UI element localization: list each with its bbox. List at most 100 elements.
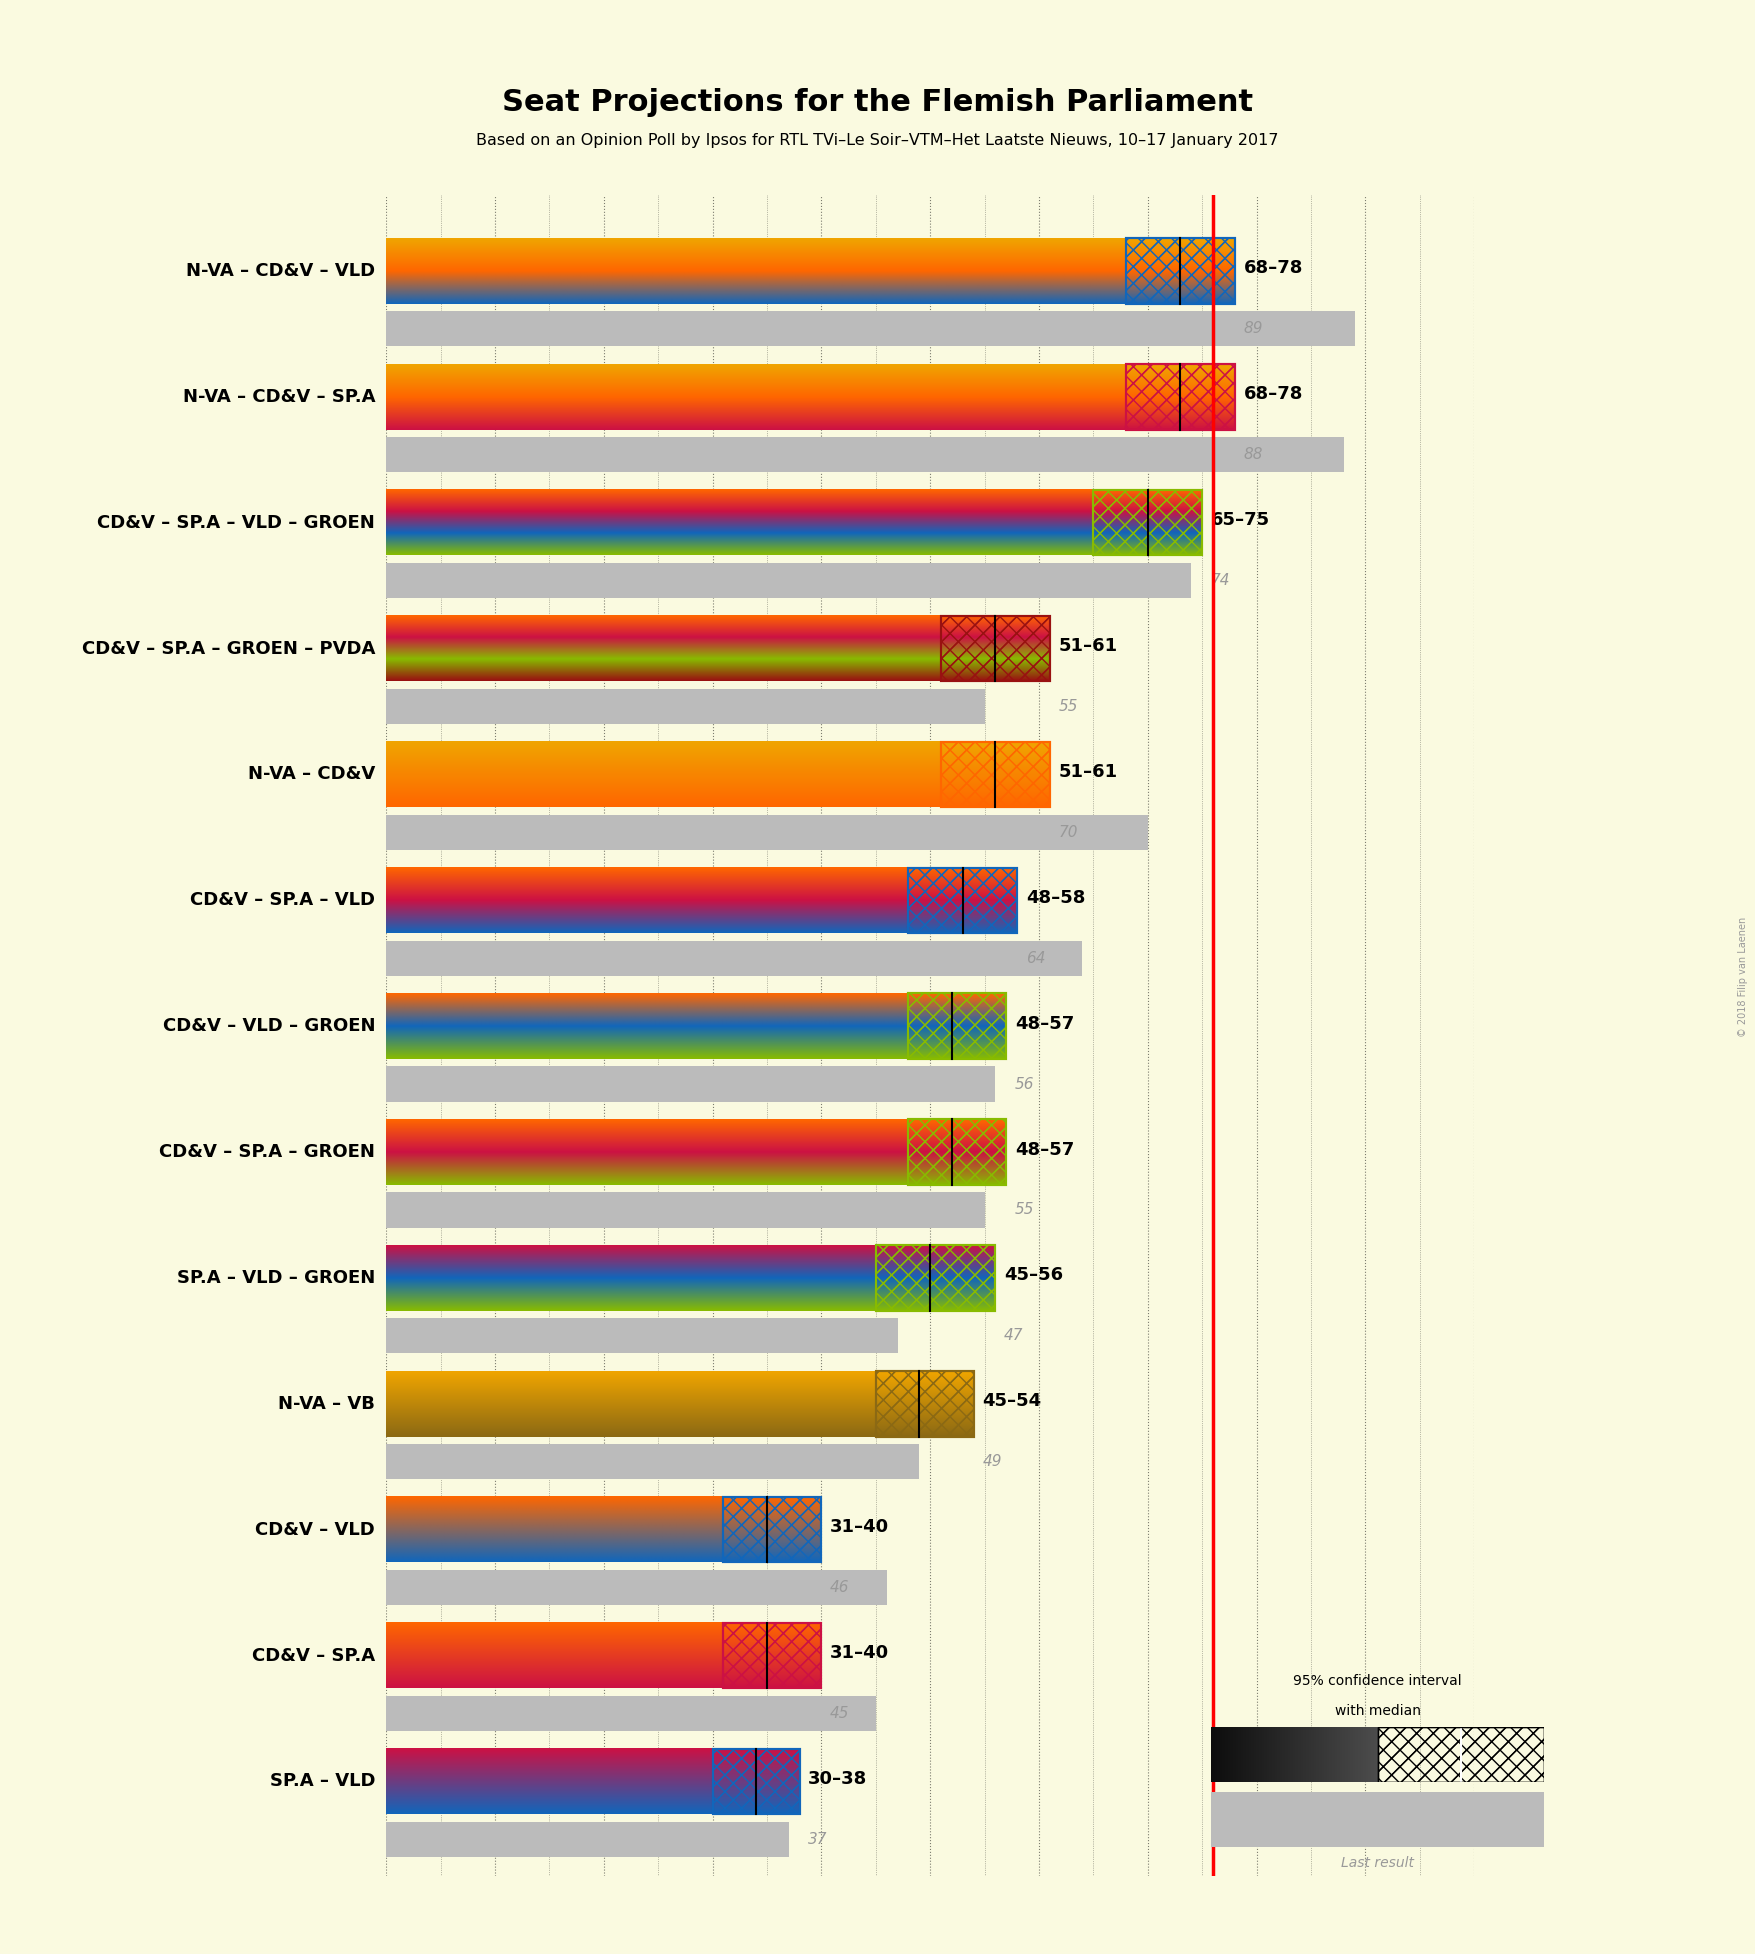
Text: 95% confidence interval: 95% confidence interval: [1293, 1675, 1462, 1688]
Bar: [713, 1749, 800, 1813]
Text: 70: 70: [1058, 825, 1078, 840]
Bar: [386, 1444, 920, 1479]
Bar: [386, 311, 1355, 346]
Text: 45–54: 45–54: [983, 1393, 1041, 1411]
Text: 46: 46: [830, 1581, 849, 1594]
Text: Last result: Last result: [1341, 1856, 1415, 1870]
Bar: [876, 1372, 974, 1436]
Bar: [909, 1120, 1006, 1184]
Bar: [723, 1624, 821, 1688]
Text: CD&V – SP.A – VLD – GROEN: CD&V – SP.A – VLD – GROEN: [98, 514, 376, 531]
Bar: [941, 616, 1049, 682]
Text: 55: 55: [1058, 700, 1078, 713]
Bar: [909, 993, 1006, 1059]
Bar: [386, 1067, 995, 1102]
Text: 48–57: 48–57: [1014, 1014, 1074, 1032]
Text: 37: 37: [809, 1831, 828, 1847]
Bar: [1378, 1727, 1544, 1782]
Bar: [876, 1245, 995, 1311]
Bar: [941, 743, 1049, 807]
Bar: [723, 1497, 821, 1563]
Text: 48–58: 48–58: [1027, 889, 1085, 907]
Bar: [386, 438, 1344, 473]
Bar: [386, 1319, 897, 1354]
Bar: [1378, 1727, 1544, 1782]
Bar: [386, 1821, 788, 1856]
Text: 49: 49: [983, 1454, 1002, 1469]
Text: CD&V – SP.A: CD&V – SP.A: [253, 1647, 376, 1665]
Text: 31–40: 31–40: [830, 1643, 890, 1663]
Bar: [386, 1696, 876, 1731]
Text: Based on an Opinion Poll by Ipsos for RTL TVi–Le Soir–VTM–Het Laatste Nieuws, 10: Based on an Opinion Poll by Ipsos for RT…: [476, 133, 1279, 149]
Bar: [909, 993, 1006, 1059]
Text: CD&V – SP.A – GROEN – PVDA: CD&V – SP.A – GROEN – PVDA: [82, 639, 376, 658]
Text: N-VA – CD&V – SP.A: N-VA – CD&V – SP.A: [183, 387, 376, 406]
Text: SP.A – VLD – GROEN: SP.A – VLD – GROEN: [177, 1268, 376, 1288]
Text: 56: 56: [1014, 1077, 1034, 1092]
Bar: [1127, 363, 1236, 430]
Text: 45–56: 45–56: [1004, 1266, 1064, 1284]
Bar: [909, 868, 1018, 932]
Text: 74: 74: [1211, 573, 1230, 588]
Text: 47: 47: [1004, 1329, 1023, 1342]
Bar: [1127, 238, 1236, 303]
Text: 68–78: 68–78: [1244, 260, 1302, 277]
Bar: [909, 868, 1018, 932]
Text: CD&V – VLD: CD&V – VLD: [256, 1520, 376, 1538]
Text: Seat Projections for the Flemish Parliament: Seat Projections for the Flemish Parliam…: [502, 88, 1253, 117]
Bar: [386, 690, 985, 725]
Bar: [386, 1192, 985, 1227]
Bar: [723, 1624, 821, 1688]
Bar: [713, 1749, 800, 1813]
Text: 31–40: 31–40: [830, 1518, 890, 1536]
Bar: [876, 1372, 974, 1436]
Text: 30–38: 30–38: [809, 1770, 867, 1788]
Text: with median: with median: [1334, 1704, 1422, 1718]
Bar: [909, 993, 1006, 1059]
Bar: [386, 940, 1083, 975]
Bar: [1378, 1727, 1544, 1782]
Text: 55: 55: [1014, 1202, 1034, 1217]
Text: SP.A – VLD: SP.A – VLD: [270, 1772, 376, 1790]
Bar: [909, 868, 1018, 932]
Text: 68–78: 68–78: [1244, 385, 1302, 403]
Text: © 2018 Filip van Laenen: © 2018 Filip van Laenen: [1737, 916, 1748, 1038]
Bar: [941, 616, 1049, 682]
Bar: [1093, 490, 1202, 555]
Bar: [723, 1624, 821, 1688]
Text: 51–61: 51–61: [1058, 762, 1118, 782]
Bar: [876, 1245, 995, 1311]
Bar: [876, 1245, 995, 1311]
Bar: [1093, 490, 1202, 555]
Bar: [941, 743, 1049, 807]
Text: 51–61: 51–61: [1058, 637, 1118, 655]
Bar: [386, 815, 1148, 850]
Text: 64: 64: [1027, 952, 1046, 965]
Text: 88: 88: [1244, 447, 1264, 463]
Text: CD&V – SP.A – VLD: CD&V – SP.A – VLD: [190, 891, 376, 909]
Text: 48–57: 48–57: [1014, 1141, 1074, 1159]
Bar: [1127, 363, 1236, 430]
Bar: [1093, 490, 1202, 555]
Bar: [1127, 238, 1236, 303]
Bar: [1127, 238, 1236, 303]
Text: N-VA – CD&V – VLD: N-VA – CD&V – VLD: [186, 262, 376, 279]
Bar: [876, 1372, 974, 1436]
Text: 89: 89: [1244, 320, 1264, 336]
Text: CD&V – SP.A – GROEN: CD&V – SP.A – GROEN: [160, 1143, 376, 1161]
Bar: [909, 1120, 1006, 1184]
Bar: [941, 743, 1049, 807]
Bar: [386, 563, 1192, 598]
Text: 65–75: 65–75: [1211, 512, 1271, 530]
Bar: [909, 1120, 1006, 1184]
Bar: [941, 616, 1049, 682]
Bar: [723, 1497, 821, 1563]
Bar: [1127, 363, 1236, 430]
Text: N-VA – VB: N-VA – VB: [279, 1395, 376, 1413]
Text: N-VA – CD&V: N-VA – CD&V: [247, 766, 376, 784]
Bar: [386, 1569, 886, 1604]
Bar: [713, 1749, 800, 1813]
Text: 45: 45: [830, 1706, 849, 1721]
Text: CD&V – VLD – GROEN: CD&V – VLD – GROEN: [163, 1018, 376, 1036]
Bar: [723, 1497, 821, 1563]
